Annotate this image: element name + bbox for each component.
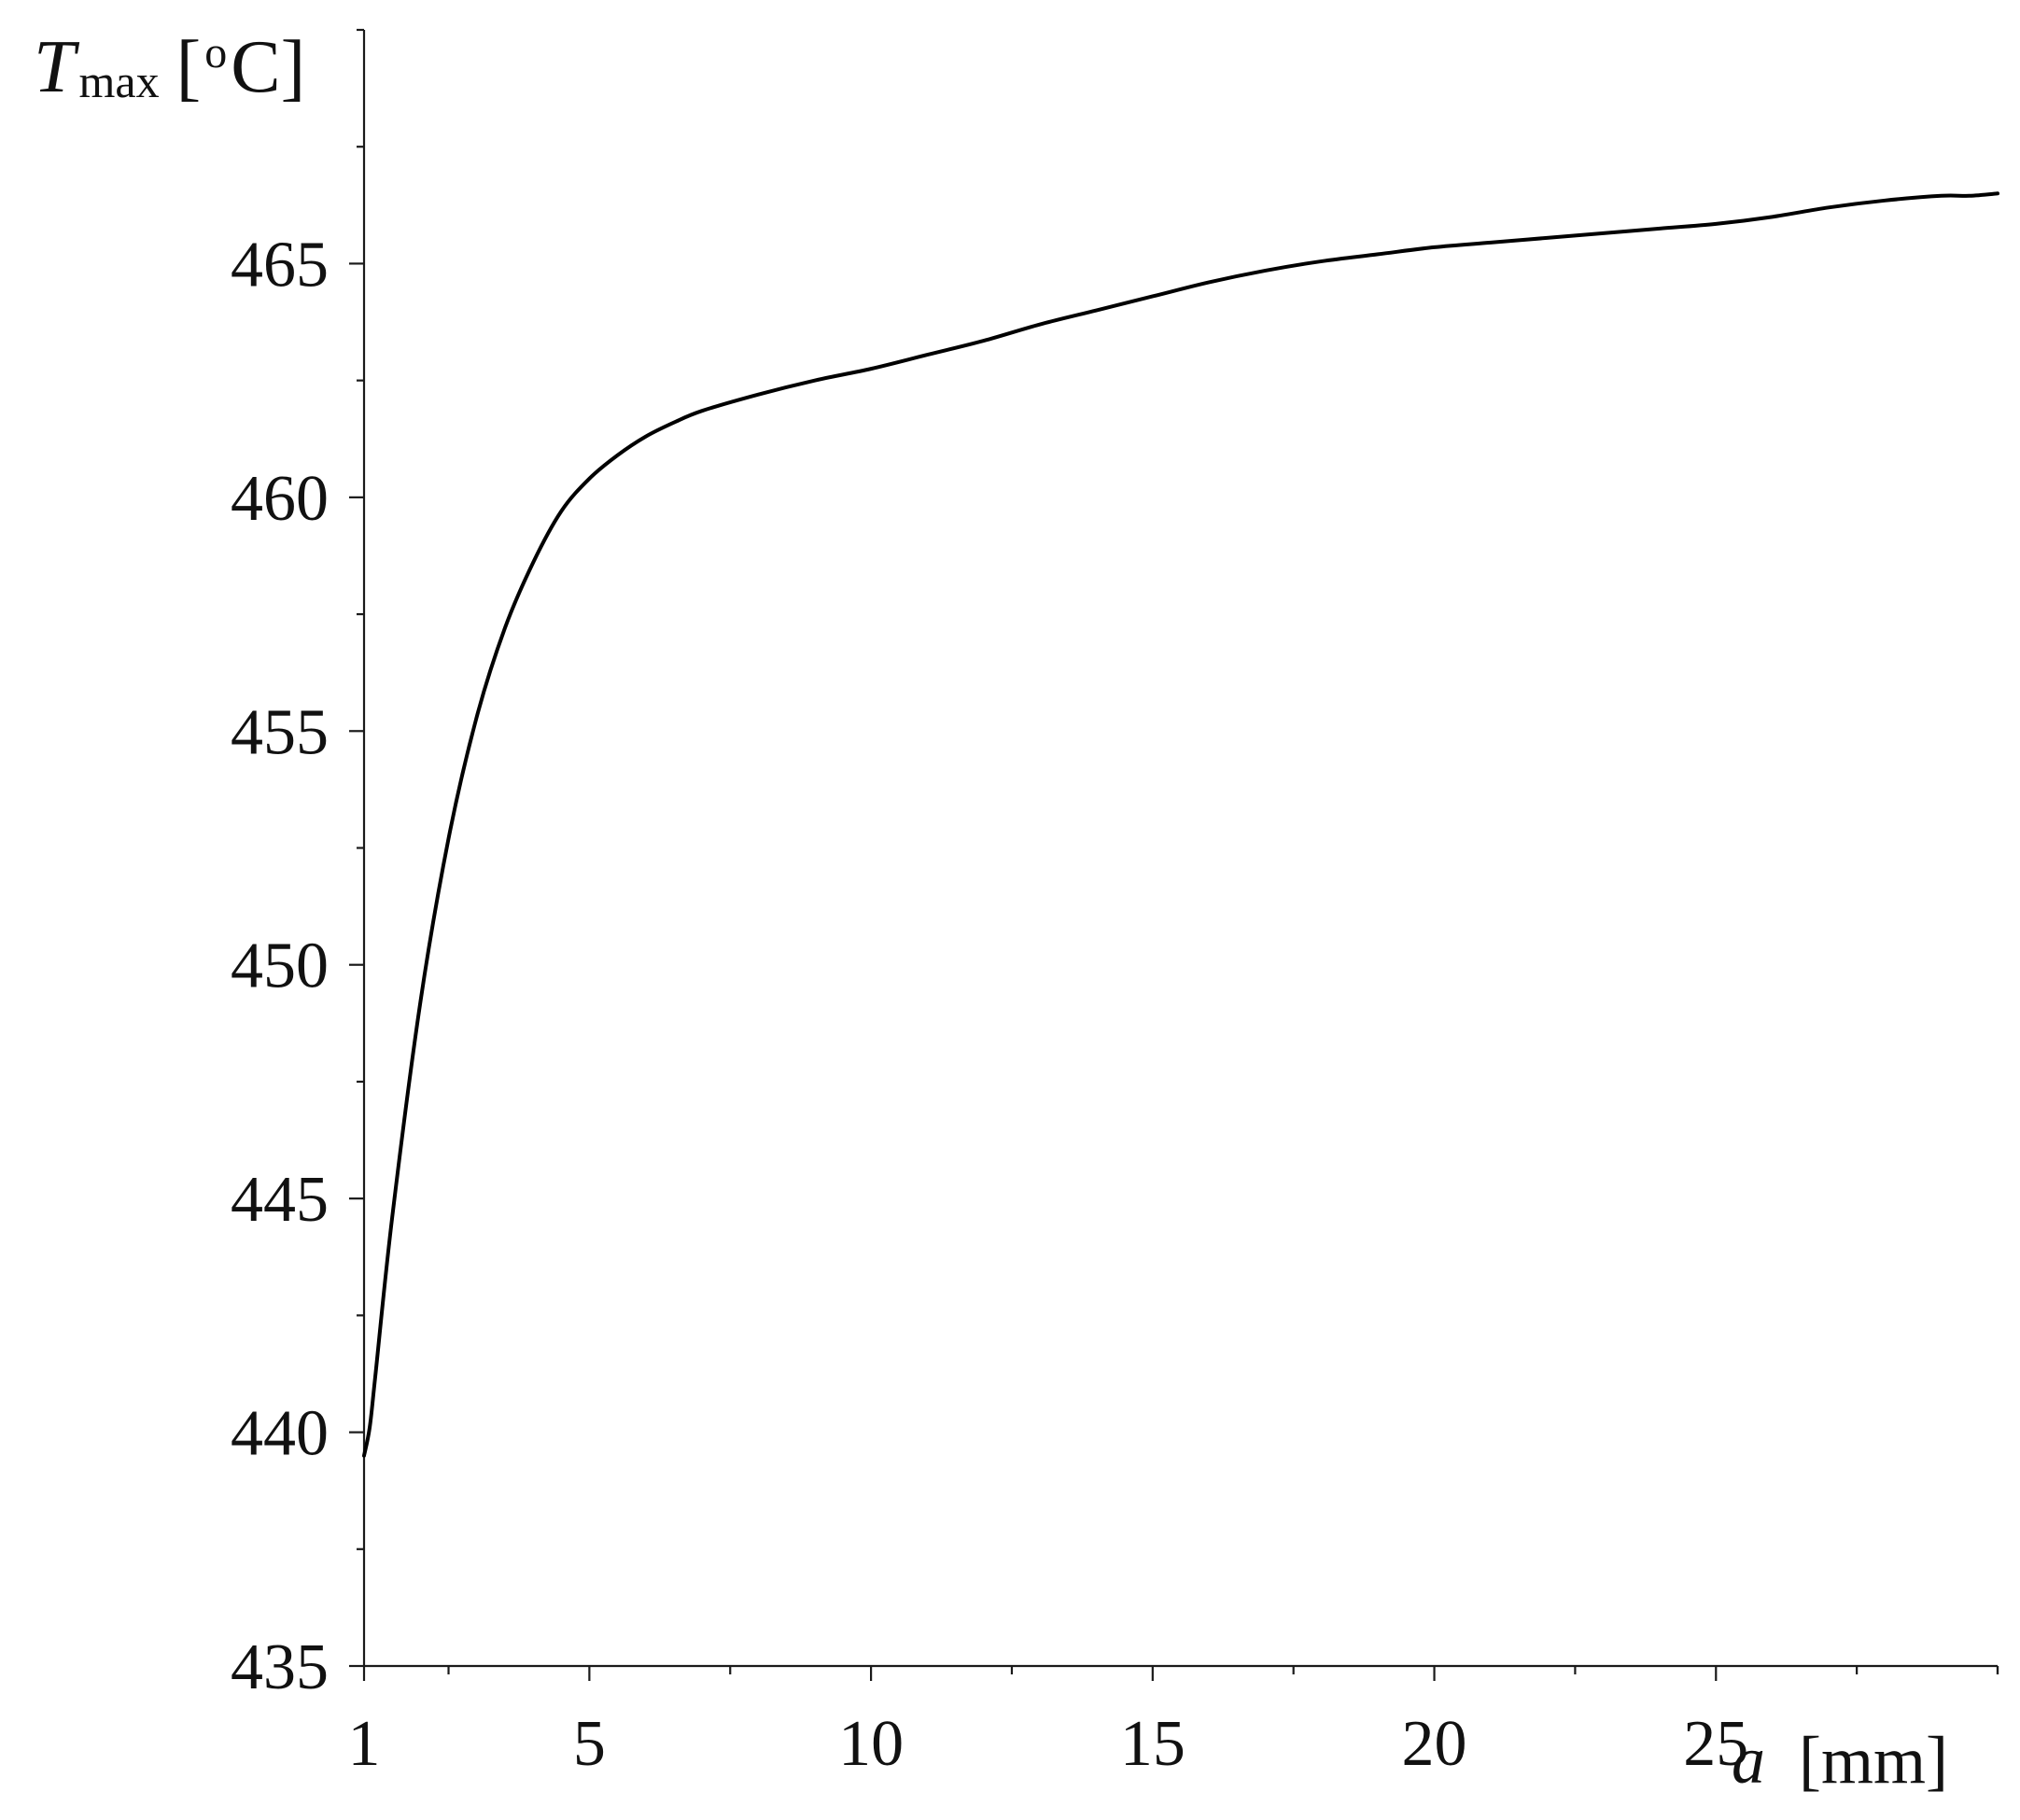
x-tick-label: 1 <box>348 1708 381 1780</box>
x-axis-symbol: a <box>1732 1723 1765 1798</box>
y-axis-unit-open: [ <box>176 26 202 108</box>
y-tick-label: 465 <box>231 229 329 301</box>
y-axis-unit-rest: C] <box>231 26 305 108</box>
series-layer <box>362 191 1999 1458</box>
y-tick-label: 440 <box>231 1398 329 1470</box>
x-axis-unit: [mm] <box>1799 1723 1948 1798</box>
x-tick-label: 25 <box>1683 1708 1748 1780</box>
y-axis-title: T max [ o C] <box>34 26 305 108</box>
y-tick-label: 460 <box>231 463 329 535</box>
y-axis-unit-degree: o <box>204 28 227 77</box>
y-tick-label: 450 <box>231 931 329 1002</box>
y-tick-label: 455 <box>231 696 329 768</box>
x-tick-label: 5 <box>573 1708 606 1780</box>
y-axis-subscript: max <box>79 55 160 107</box>
x-tick-label: 15 <box>1120 1708 1185 1780</box>
y-tick-label: 445 <box>231 1164 329 1236</box>
x-tick-label: 20 <box>1402 1708 1467 1780</box>
y-axis-symbol: T <box>34 26 80 108</box>
x-axis-title: a [mm] <box>1732 1723 1948 1798</box>
x-tick-label: 10 <box>838 1708 904 1780</box>
y-tick-label: 435 <box>231 1631 329 1703</box>
series-line <box>362 191 1999 1458</box>
